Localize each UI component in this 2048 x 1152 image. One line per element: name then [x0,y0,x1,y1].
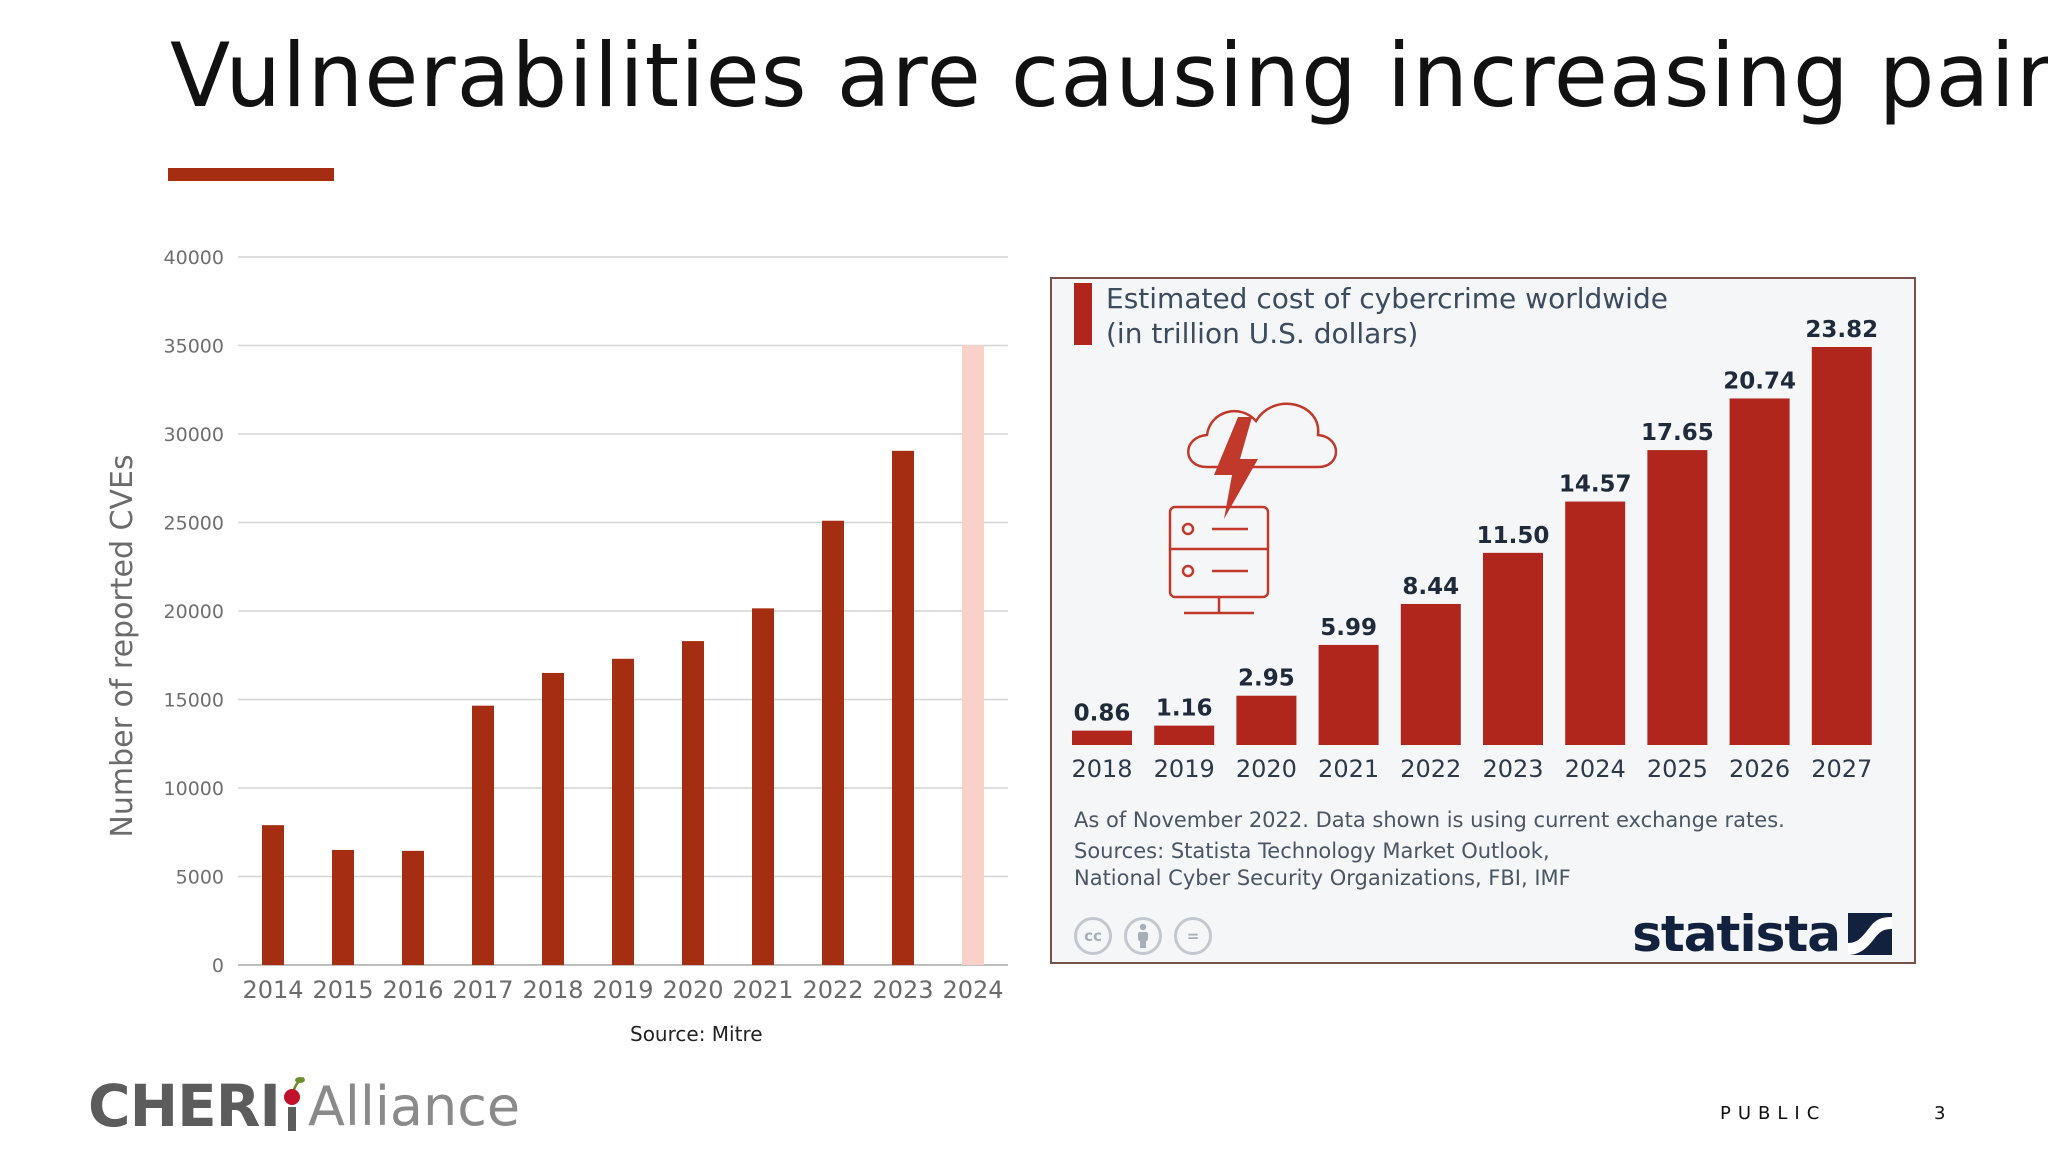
bar-2022 [822,520,844,965]
cherry-icon [280,1075,306,1137]
classification-label: PUBLIC [1720,1103,1827,1124]
bar-2020 [682,641,704,965]
bar-2019 [1154,725,1215,745]
data-label: 0.86 [1074,701,1131,727]
x-tick-label: 2021 [1318,755,1379,783]
y-tick-label: 35000 [164,336,224,358]
no-derivatives-icon[interactable]: = [1174,917,1212,955]
bar-2019 [612,658,634,965]
source-note: Source: Mitre [630,1022,763,1046]
bar-2025 [1647,450,1708,745]
cloud-icon [1187,402,1338,469]
bar-2022 [1400,603,1461,745]
statista-panel: 0.86 2018 1.16 2019 2.95 2020 5.99 2021 8.44 2022… [1050,277,1916,964]
page-number: 3 [1934,1103,1946,1124]
y-tick-label: 0 [212,955,224,977]
bar-2021 [1318,644,1379,745]
statista-wordmark: statista [1632,905,1841,963]
cost-chart: 0.86 2018 1.16 2019 2.95 2020 5.99 2021 8.44 2022… [1071,317,1878,783]
logo-cheri: CHERI [88,1072,281,1140]
x-tick-label: 2020 [1236,755,1297,783]
x-tick-label: 2017 [452,976,513,1004]
x-tick-label: 2023 [872,976,933,1004]
bar-2026 [1729,398,1790,745]
cloud-server-illustration [1168,402,1338,615]
bar-2016 [402,850,424,965]
cost-chart-title-line: Estimated cost of cybercrime worldwide [1106,282,1668,315]
sources-line-2: National Cyber Security Organizations, F… [1074,866,1571,890]
server-led [1181,564,1195,578]
x-tick-label: 2015 [312,976,373,1004]
bar-2024 [962,345,984,965]
server-icon [1168,505,1270,599]
bar-2021 [752,608,774,965]
x-tick-label: 2019 [592,976,653,1004]
bar-2027 [1811,347,1872,745]
x-tick-label: 2025 [1647,755,1708,783]
bar-2018 [542,672,564,965]
x-tick-label: 2023 [1482,755,1543,783]
y-tick-label: 10000 [164,778,224,800]
bar-2017 [472,705,494,965]
x-tick-label: 2020 [662,976,723,1004]
x-tick-label: 2016 [382,976,443,1004]
y-tick-label: 5000 [176,867,224,889]
bar-2018 [1072,730,1132,745]
y-tick-label: 25000 [164,513,224,535]
data-label: 8.44 [1402,574,1459,600]
statista-logo[interactable]: statista [1632,905,1892,963]
bar-2024 [1565,501,1626,745]
cheri-alliance-logo: CHERI Alliance [88,1072,520,1140]
x-tick-label: 2024 [942,976,1003,1004]
x-tick-label: 2024 [1565,755,1626,783]
x-tick-label: 2014 [242,976,303,1004]
cost-chart-subtitle: (in trillion U.S. dollars) [1106,317,1419,350]
x-tick-label: 2027 [1811,755,1872,783]
attribution-icon[interactable] [1124,917,1162,955]
x-tick-label: 2026 [1729,755,1790,783]
panel-footnote: As of November 2022. Data shown is using… [1074,807,1785,892]
lightning-icon [1214,417,1258,519]
x-tick-label: 2018 [522,976,583,1004]
x-tick-label: 2022 [1400,755,1461,783]
slide-title: Vulnerabilities are causing increasing p… [170,24,2048,127]
data-label: 20.74 [1723,368,1796,394]
data-label: 5.99 [1320,615,1377,641]
data-label: 1.16 [1156,696,1213,722]
x-tick-label: 2021 [732,976,793,1004]
creative-commons-icon[interactable]: cc [1074,917,1112,955]
data-label: 14.57 [1559,472,1632,498]
sources-line-1: Sources: Statista Technology Market Outl… [1074,839,1550,863]
data-label: 23.82 [1805,317,1878,343]
panel-accent-bar [1074,283,1092,345]
data-label: 11.50 [1477,523,1550,549]
y-tick-label: 40000 [164,247,224,269]
bar-2015 [332,849,354,965]
bar-2023 [892,450,914,965]
cve-chart: 0 5000 10000 15000 20000 25000 30000 35000 40000… [105,247,1008,1004]
y-tick-label: 15000 [164,690,224,712]
data-label: 2.95 [1238,666,1295,692]
y-tick-label: 20000 [164,601,224,623]
logo-alliance: Alliance [307,1074,521,1138]
y-tick-label: 30000 [164,424,224,446]
cost-chart-title: Estimated cost of cybercrime worldwide (… [1106,281,1668,351]
bar-2014 [262,825,284,965]
bar-2020 [1236,695,1297,745]
server-led [1181,522,1195,536]
bar-2023 [1483,552,1543,745]
x-tick-label: 2018 [1071,755,1132,783]
y-axis-label: Number of reported CVEs [105,454,140,837]
footnote-text: As of November 2022. Data shown is using… [1074,808,1785,832]
x-tick-label: 2019 [1154,755,1215,783]
data-label: 17.65 [1641,420,1714,446]
x-tick-label: 2022 [802,976,863,1004]
title-underline [168,168,334,181]
license-icons: cc = [1074,917,1212,955]
statista-flag-icon [1848,913,1892,955]
